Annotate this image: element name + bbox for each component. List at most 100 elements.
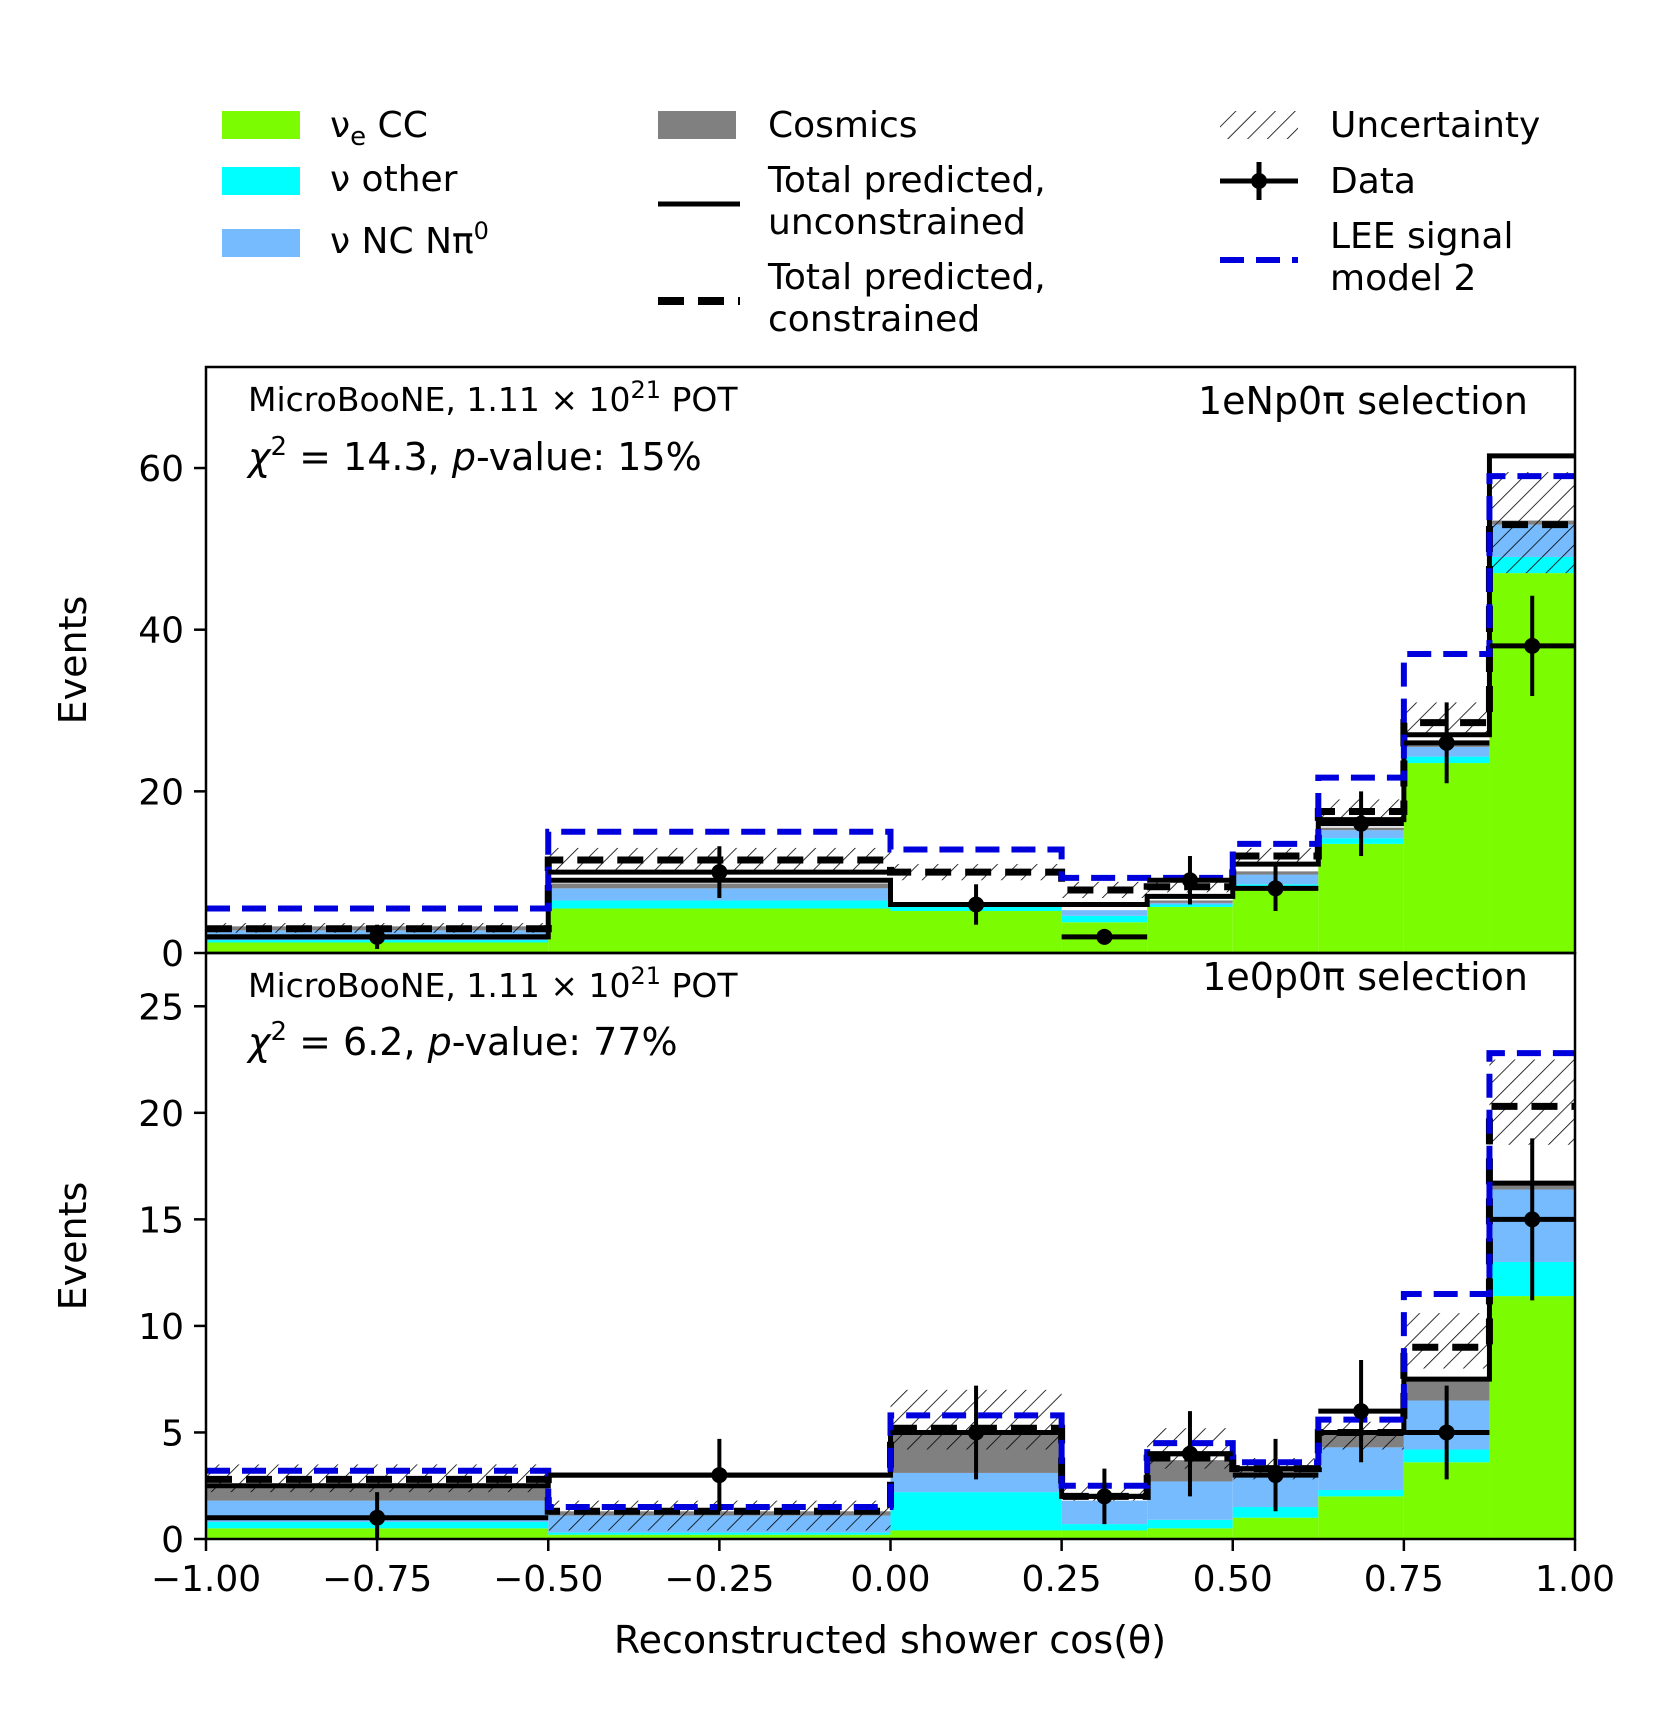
selection-label-top: 1eNp0π selection xyxy=(1198,379,1528,423)
y-tick-label-2: 40 xyxy=(138,611,184,652)
legend-swatch-uncertainty xyxy=(1220,111,1298,139)
bar-nue-cc-bin-8 xyxy=(1489,1296,1575,1539)
annotation-experiment-top: MicroBooNE, 1.11 × 1021 POT xyxy=(248,376,738,419)
bar-nu-other-bin-2 xyxy=(890,1492,1062,1531)
data-marker-4 xyxy=(1181,872,1198,889)
data-marker-5 xyxy=(1267,880,1284,897)
legend-label-cosmics: Cosmics xyxy=(768,105,918,146)
data-point-4 xyxy=(1147,856,1233,905)
bar-nu-other-bin-5 xyxy=(1232,1507,1319,1518)
total-unconstrained-line-top xyxy=(206,453,1575,940)
x-tick-label-1: −0.75 xyxy=(322,1559,432,1600)
y-tick-label-1: 5 xyxy=(161,1413,184,1454)
data-marker-4 xyxy=(1181,1445,1198,1462)
x-tick-label-8: 1.00 xyxy=(1535,1559,1615,1600)
y-tick-label-4: 20 xyxy=(138,1094,184,1135)
bar-nu-other-bin-1 xyxy=(548,900,891,909)
data-point-8 xyxy=(1489,595,1575,696)
legend-label-nue-cc: νe CC xyxy=(330,105,428,152)
bar-nu-other-bin-4 xyxy=(1147,904,1233,907)
bar-nue-cc-bin-1 xyxy=(548,1534,891,1539)
data-point-5 xyxy=(1232,865,1319,911)
data-marker-3 xyxy=(1096,1488,1113,1505)
data-marker-1 xyxy=(711,864,728,881)
bar-nue-cc-bin-1 xyxy=(548,908,891,953)
data-point-3 xyxy=(1061,1468,1148,1525)
legend-label-unconstrained-2: unconstrained xyxy=(768,202,1026,243)
legend-swatch-nu-nc-npi0 xyxy=(222,229,300,257)
annotation-experiment-bottom: MicroBooNE, 1.11 × 1021 POT xyxy=(248,962,738,1005)
bar-nue-cc-bin-2 xyxy=(890,1530,1062,1539)
bar-nue-cc-bin-6 xyxy=(1318,843,1404,953)
bar-nue-cc-bin-3 xyxy=(1061,1530,1148,1539)
y-axis-label-bottom: Events xyxy=(51,1182,95,1311)
legend-data-marker xyxy=(1251,173,1267,189)
legend-label-nu-nc-npi0: ν NC Nπ0 xyxy=(330,217,489,262)
x-axis-ticks: −1.00 −0.75 −0.50 −0.25 0.00 0.25 0.50 0.75 1.00 xyxy=(151,1539,1615,1600)
x-tick-label-4: 0.00 xyxy=(850,1559,930,1600)
bar-nue-cc-bin-6 xyxy=(1318,1496,1404,1539)
annotation-chi2-top: χ2 = 14.3, p-value: 15% xyxy=(246,432,702,479)
legend-label-uncertainty: Uncertainty xyxy=(1330,105,1540,146)
y-tick-label-3: 60 xyxy=(138,449,184,490)
legend-label-nu-other: ν other xyxy=(330,159,458,200)
data-marker-2 xyxy=(968,1424,985,1441)
data-point-0 xyxy=(206,924,549,949)
data-marker-8 xyxy=(1524,637,1541,654)
data-marker-8 xyxy=(1524,1211,1541,1228)
bar-nu-other-bin-6 xyxy=(1318,1489,1404,1497)
data-marker-7 xyxy=(1438,734,1455,751)
uncertainty-band-bin-8 xyxy=(1489,1059,1575,1145)
x-axis-label: Reconstructed shower cos(θ) xyxy=(614,1618,1166,1662)
data-marker-0 xyxy=(369,1509,386,1526)
data-point-0 xyxy=(206,1492,549,1539)
y-tick-label-0: 0 xyxy=(161,934,184,975)
data-marker-3 xyxy=(1096,928,1113,945)
data-point-5 xyxy=(1232,1438,1319,1512)
x-tick-label-0: −1.00 xyxy=(151,1559,261,1600)
panel-1eNp0pi: 0 20 40 60 Events MicroBooNE, 1.11 × 1021 P… xyxy=(51,365,1577,975)
data-marker-2 xyxy=(968,896,985,913)
bar-nu-other-bin-4 xyxy=(1147,1519,1233,1529)
x-tick-label-6: 0.50 xyxy=(1193,1559,1273,1600)
data-marker-6 xyxy=(1353,1403,1370,1420)
bar-nue-cc-bin-5 xyxy=(1232,1517,1319,1539)
y-ticks-top: 0 20 40 60 xyxy=(138,449,206,975)
data-points-top xyxy=(206,595,1575,949)
legend-label-lee-2: model 2 xyxy=(1330,258,1476,299)
data-marker-7 xyxy=(1438,1424,1455,1441)
legend-swatch-nue-cc xyxy=(222,111,300,139)
data-point-7 xyxy=(1403,702,1490,784)
bar-nu-nc-npi0-bin-2 xyxy=(890,1472,1062,1493)
bar-nu-other-bin-3 xyxy=(1061,1524,1148,1531)
legend-swatch-nu-other xyxy=(222,167,300,195)
data-point-2 xyxy=(890,1385,1062,1480)
bar-nu-other-bin-1 xyxy=(548,1532,891,1535)
selection-label-bottom: 1e0p0π selection xyxy=(1202,955,1528,999)
x-tick-label-3: −0.25 xyxy=(664,1559,774,1600)
y-ticks-bottom: 0 5 10 15 20 25 xyxy=(138,987,206,1561)
y-tick-label-2: 10 xyxy=(138,1307,184,1348)
bar-nue-cc-bin-4 xyxy=(1147,1528,1233,1539)
y-tick-label-5: 25 xyxy=(138,987,184,1028)
x-tick-label-5: 0.25 xyxy=(1022,1559,1102,1600)
legend-label-data: Data xyxy=(1330,161,1416,202)
data-point-6 xyxy=(1318,791,1404,857)
legend-label-lee-1: LEE signal xyxy=(1330,216,1513,257)
bar-nu-other-bin-3 xyxy=(1061,915,1148,923)
data-marker-6 xyxy=(1353,815,1370,832)
data-marker-0 xyxy=(369,928,386,945)
data-point-1 xyxy=(548,846,891,899)
legend-label-constrained-2: constrained xyxy=(768,299,980,340)
annotation-chi2-bottom: χ2 = 6.2, p-value: 77% xyxy=(246,1017,678,1064)
y-tick-label-3: 15 xyxy=(138,1200,184,1241)
y-tick-label-0: 0 xyxy=(161,1520,184,1561)
legend: νe CC ν other ν NC Nπ0 Cosmics Total pre… xyxy=(222,105,1540,340)
data-point-1 xyxy=(548,1438,891,1512)
data-point-8 xyxy=(1489,1138,1575,1301)
x-tick-label-2: −0.50 xyxy=(493,1559,603,1600)
bar-nue-cc-bin-7 xyxy=(1403,763,1490,953)
panel-1e0p0pi: 0 5 10 15 20 25 Events MicroBooNE, 1.11 × 102… xyxy=(51,951,1577,1561)
x-tick-label-7: 0.75 xyxy=(1364,1559,1444,1600)
